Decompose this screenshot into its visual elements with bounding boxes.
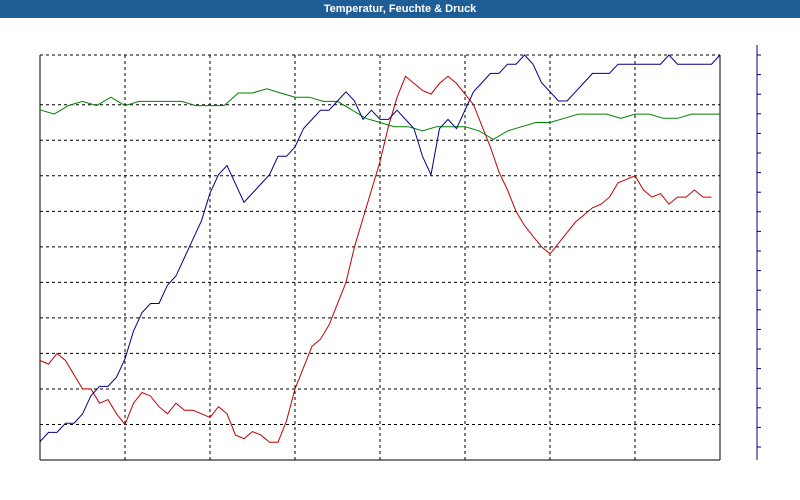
chart-title: Temperatur, Feuchte & Druck bbox=[0, 0, 800, 18]
pressure-series-line bbox=[39, 54, 721, 442]
humidity-series-line bbox=[39, 88, 720, 140]
temperature-series-line bbox=[39, 75, 712, 443]
